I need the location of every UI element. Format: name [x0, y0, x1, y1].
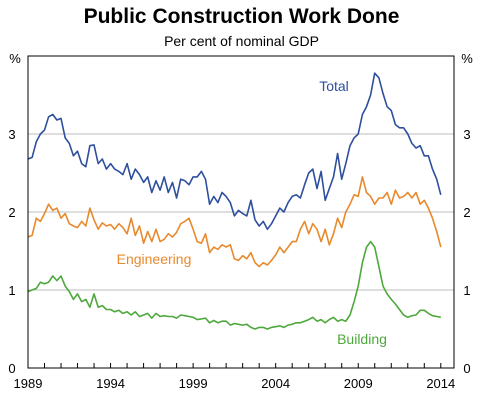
series-line-building: [27, 240, 441, 330]
series-line-total: [27, 72, 442, 230]
series-line-engineering: [27, 176, 442, 268]
plot-frame: [27, 55, 455, 369]
x-tick-label-2014: 2014: [426, 376, 455, 391]
y-tick-label-left-0: 0: [8, 361, 15, 376]
y-axis-unit-left: %: [9, 51, 21, 66]
y-tick-label-left-3: 3: [8, 127, 15, 142]
x-tick-label-1989: 1989: [14, 376, 43, 391]
axis-ticks: 0 0 1 1 2 2 3 3 1989 1994 1999 2004 2009 2014: [8, 127, 470, 391]
y-tick-label-left-2: 2: [8, 205, 15, 220]
annotation-total: Total: [319, 78, 349, 94]
chart-title: Public Construction Work Done: [83, 5, 400, 28]
series-lines: [27, 72, 442, 330]
x-tick-label-2009: 2009: [344, 376, 373, 391]
y-tick-label-right-0: 0: [463, 361, 470, 376]
annotation-building: Building: [337, 331, 387, 347]
y-tick-label-left-1: 1: [8, 283, 15, 298]
x-tick-label-2004: 2004: [261, 376, 290, 391]
x-tick-label-1994: 1994: [96, 376, 125, 391]
chart-subtitle: Per cent of nominal GDP: [164, 33, 319, 49]
series-annotations: Total Engineering Building: [117, 78, 387, 347]
y-tick-label-right-1: 1: [463, 283, 470, 298]
y-tick-label-right-3: 3: [463, 127, 470, 142]
x-tick-label-1999: 1999: [179, 376, 208, 391]
y-tick-label-right-2: 2: [463, 205, 470, 220]
y-axis-unit-right: %: [461, 51, 473, 66]
annotation-engineering: Engineering: [117, 251, 192, 267]
